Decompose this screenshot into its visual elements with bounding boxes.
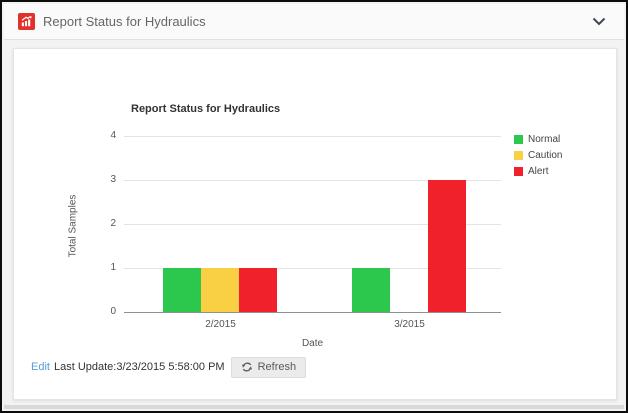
y-tick-label: 3 <box>110 174 116 185</box>
widget-title: Report Status for Hydraulics <box>43 14 206 29</box>
bar-caution-2-2015[interactable] <box>201 268 239 312</box>
legend-swatch <box>514 135 523 144</box>
widget-header[interactable]: Report Status for Hydraulics <box>4 4 624 40</box>
legend-label: Caution <box>528 150 563 161</box>
legend-swatch <box>514 167 523 176</box>
x-tick-label: 2/2015 <box>205 319 236 330</box>
bar-chart-icon <box>18 13 35 30</box>
legend-label: Alert <box>528 166 549 177</box>
refresh-icon <box>241 361 253 373</box>
legend-item-alert[interactable]: Alert <box>514 166 562 177</box>
bar-alert-2-2015[interactable] <box>239 268 277 312</box>
y-axis-label: Total Samples <box>67 194 79 258</box>
chart-title: Report Status for Hydraulics <box>131 103 281 115</box>
refresh-button[interactable]: Refresh <box>230 356 307 378</box>
last-update-text: Last Update:3/23/2015 5:58:00 PM <box>53 361 225 373</box>
legend-label: Normal <box>528 134 561 145</box>
chart-panel: Report Status for Hydraulics Total Sampl… <box>13 48 617 400</box>
y-tick-label: 2 <box>110 218 116 229</box>
chevron-down-icon[interactable] <box>592 17 606 26</box>
gridline <box>124 224 501 225</box>
edit-link[interactable]: Edit <box>31 361 50 373</box>
legend-swatch <box>514 151 523 160</box>
x-axis-label: Date <box>301 338 324 349</box>
gridline <box>124 136 501 137</box>
gridline <box>124 268 501 269</box>
legend-item-normal[interactable]: Normal <box>514 134 562 145</box>
y-tick-label: 0 <box>110 306 116 317</box>
legend: Normal Caution Alert <box>514 134 562 182</box>
y-tick-label: 4 <box>110 130 116 141</box>
refresh-label: Refresh <box>257 361 297 373</box>
x-tick-label: 3/2015 <box>394 319 425 330</box>
gridline <box>124 180 501 181</box>
footer-bar: Edit Last Update:3/23/2015 5:58:00 PM Re… <box>31 356 307 378</box>
plot-area <box>124 136 501 313</box>
bar-normal-2-2015[interactable] <box>163 268 201 312</box>
bar-alert-3-2015[interactable] <box>428 180 466 312</box>
window-bottom-edge <box>4 405 624 409</box>
y-tick-label: 1 <box>110 262 116 273</box>
bar-normal-3-2015[interactable] <box>352 268 390 312</box>
legend-item-caution[interactable]: Caution <box>514 150 562 161</box>
